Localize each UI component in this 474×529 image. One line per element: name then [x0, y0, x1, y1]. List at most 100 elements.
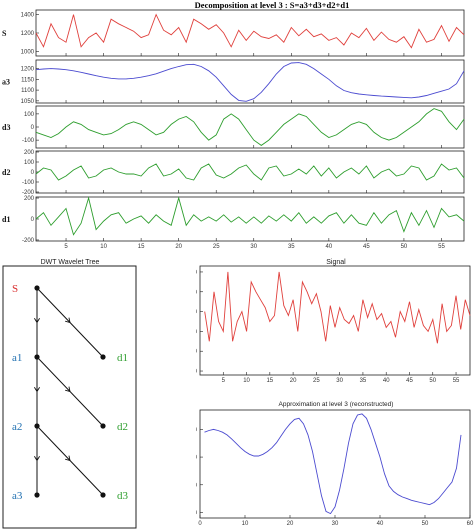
y-tick-label: -200	[22, 238, 35, 244]
series-line-a3	[35, 62, 465, 102]
y-tick-label: 1400	[196, 270, 198, 276]
tree-label-S: S	[12, 283, 18, 295]
y-tick-label: -200	[22, 190, 35, 196]
tree-node-a3	[34, 492, 40, 498]
x-tick-label: 40	[383, 378, 390, 384]
x-tick-label: 50	[429, 378, 436, 384]
approximation-plot: 1200 1150 1100 1050 0 10 20 30 40 50 60	[196, 409, 474, 527]
series-line-d1	[35, 196, 465, 236]
x-tick-label: 25	[213, 244, 220, 248]
tree-edge-arrow	[34, 456, 40, 462]
x-tick-label: 5	[222, 378, 226, 384]
tree-edge-arrow	[34, 387, 40, 393]
tree-node-d2	[100, 423, 106, 429]
tree-node-a2	[34, 423, 40, 429]
tree-node-a1	[34, 354, 40, 360]
panel-a3: 1200 1150 1100 1050 a3	[2, 59, 465, 105]
y-tick-label: 1000	[21, 49, 35, 55]
panel-frame	[35, 59, 465, 104]
x-tick-label: 20	[175, 244, 182, 248]
y-tick-label: 1100	[196, 483, 198, 489]
x-tick-label: 30	[250, 244, 257, 248]
tree-node-S	[34, 285, 40, 291]
panel-S: 1400 1200 1000 S	[2, 9, 465, 57]
y-tick-label: 1050	[196, 510, 198, 516]
panel-frame	[35, 9, 465, 57]
tree-node-d3	[100, 492, 106, 498]
y-tick-label: 100	[24, 112, 35, 118]
series-line	[204, 413, 462, 515]
panel-frame	[35, 105, 465, 149]
signal-plot: 1400 1300 1200 1100 1000 900 5 10 15 20 25 30 35 40 45…	[196, 265, 471, 384]
x-tick-label: 10	[100, 244, 107, 248]
x-tick-label: 25	[313, 378, 320, 384]
x-tick-label: 55	[438, 244, 445, 248]
panel-d2: 200 100 0 -100 -200 d2	[2, 150, 465, 196]
approximation-figure: Approximation at level 3 (reconstructed)…	[196, 401, 474, 527]
y-tick-label: 900	[196, 369, 198, 375]
tree-node-d1	[100, 354, 106, 360]
plot-frame	[199, 265, 471, 376]
panel-frame	[35, 196, 465, 242]
y-tick-label: 1000	[196, 349, 198, 355]
x-tick-label: 50	[401, 244, 408, 248]
signal-figure: Signal 1400 1300 1200 1100 1000 900 5 10 15 20 25 3…	[196, 259, 471, 384]
series-line-d2	[35, 163, 465, 181]
series-line-d3	[35, 108, 465, 146]
x-tick-label: 45	[363, 244, 370, 248]
series-line	[204, 271, 471, 344]
x-tick-label: 50	[422, 521, 429, 527]
series-line-S	[35, 13, 465, 49]
tree-label-d2: d2	[117, 421, 128, 433]
x-tick-label: 15	[266, 378, 273, 384]
tree-edge-arrow	[65, 455, 71, 462]
tree-label-a3: a3	[12, 490, 23, 502]
x-tick-label: 30	[336, 378, 343, 384]
tree-label-a2: a2	[12, 421, 22, 433]
panel-d3: 100 0 -100 d3	[2, 105, 465, 149]
y-tick-label: 1050	[21, 99, 35, 105]
tree-frame	[2, 265, 137, 529]
y-tick-label: 1400	[21, 13, 35, 19]
y-tick-label: 0	[31, 125, 35, 131]
panel-label: a3	[2, 78, 10, 87]
panel-label: d2	[2, 168, 10, 177]
x-tick-label: 15	[138, 244, 145, 248]
panel-frame	[35, 150, 465, 194]
tree-label-d1: d1	[117, 352, 128, 364]
y-tick-label: 100	[24, 160, 35, 166]
tree-edge-arrow	[65, 317, 71, 324]
x-tick-label: 45	[406, 378, 413, 384]
y-tick-label: 1100	[21, 88, 35, 94]
x-tick-label: 55	[453, 378, 460, 384]
tree-edge-arrow	[34, 318, 40, 324]
y-tick-label: 1300	[196, 290, 198, 296]
y-tick-label: 1200	[196, 310, 198, 316]
y-tick-label: 1200	[196, 427, 198, 433]
panel-label: d1	[2, 215, 10, 224]
y-tick-label: 1100	[196, 329, 198, 335]
y-tick-label: 1200	[21, 31, 35, 37]
tree-graph: Sa1 d1 a2 d2 a3 d3	[12, 283, 129, 502]
tree-label-a1: a1	[12, 352, 22, 364]
tree-label-d3: d3	[117, 490, 129, 502]
x-tick-label: 10	[242, 521, 249, 527]
y-tick-label: 0	[31, 170, 35, 176]
panel-label: S	[2, 29, 7, 38]
y-tick-label: -100	[22, 138, 35, 144]
x-tick-label: 60	[467, 521, 474, 527]
x-tick-label: 35	[288, 244, 295, 248]
x-tick-label: 30	[332, 521, 339, 527]
tree-title: DWT Wavelet Tree	[41, 259, 100, 266]
y-tick-label: -100	[22, 180, 35, 186]
signal-title: Signal	[326, 259, 346, 266]
wavelet-tree-figure: DWT Wavelet Tree Sa1 d1 a2 d2 a3 d3	[2, 259, 137, 529]
y-tick-label: 1150	[21, 77, 35, 83]
tree-edge-arrow	[65, 386, 71, 393]
x-tick-label: 40	[377, 521, 384, 527]
x-tick-label: 35	[360, 378, 367, 384]
x-tick-label: 20	[290, 378, 297, 384]
y-tick-label: 1200	[21, 67, 35, 73]
y-tick-label: 0	[31, 217, 35, 223]
y-tick-label: 1150	[196, 455, 198, 461]
